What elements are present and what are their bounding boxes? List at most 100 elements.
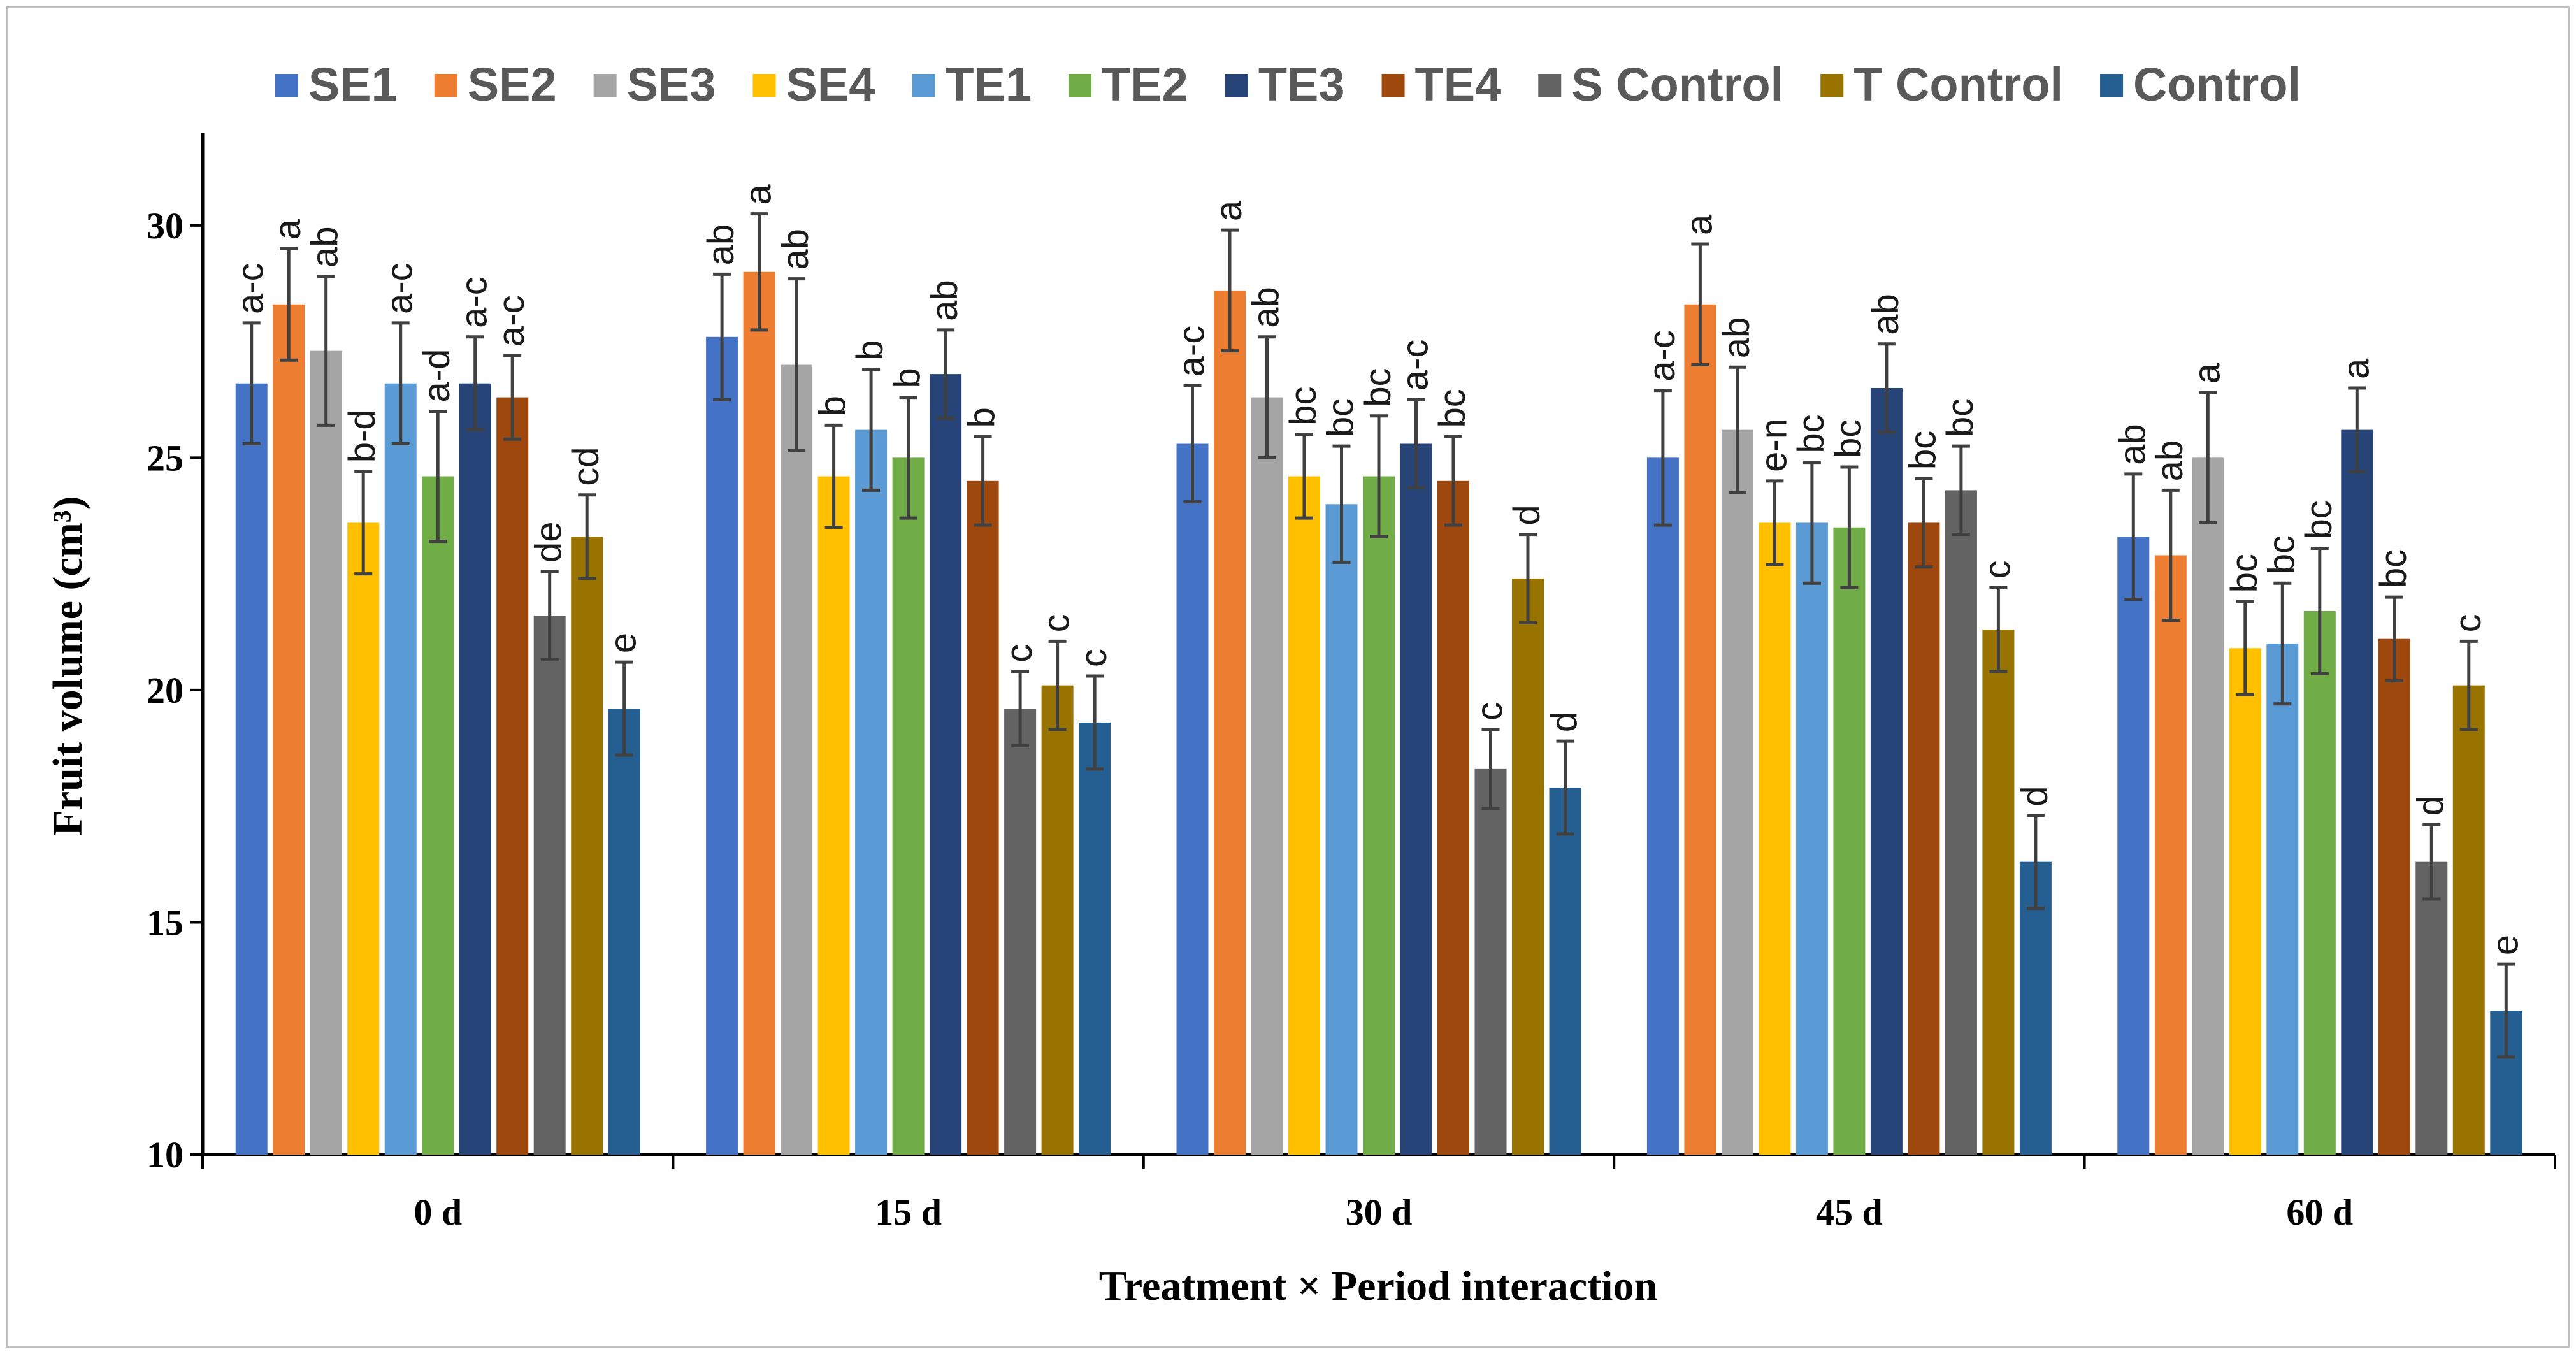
bar — [496, 397, 529, 1155]
bar — [2019, 861, 2052, 1155]
legend-label: Control — [2133, 58, 2301, 111]
significance-label: ab — [1865, 294, 1906, 335]
bar — [459, 383, 491, 1155]
bar — [855, 429, 888, 1155]
bar — [310, 350, 342, 1155]
legend-label: S Control — [1571, 58, 1783, 111]
legend-item: SE1 — [275, 58, 398, 111]
significance-label: ab — [2112, 424, 2153, 465]
bar — [2117, 537, 2150, 1155]
bar — [1945, 490, 1977, 1155]
significance-label: cd — [565, 447, 607, 486]
bar — [1795, 522, 1828, 1155]
significance-label: bc — [1827, 419, 1869, 458]
bar — [1079, 722, 1111, 1155]
legend-label: SE4 — [786, 58, 875, 111]
bar — [1759, 522, 1791, 1155]
bar — [273, 304, 305, 1155]
bar — [930, 374, 962, 1155]
legend-item: TE2 — [1069, 58, 1188, 111]
significance-label: a — [738, 184, 779, 205]
significance-label: ab — [775, 229, 816, 270]
legend-label: TE3 — [1258, 58, 1345, 111]
significance-label: a-d — [416, 349, 457, 403]
series-se1: a-c ab a-c a-c ab — [230, 224, 2153, 1155]
chart-frame — [6, 6, 2570, 1348]
legend-swatch — [275, 74, 298, 97]
legend-item: Control — [2100, 58, 2301, 111]
significance-label: ab — [924, 280, 965, 321]
y-tick-label: 30 — [147, 205, 183, 247]
bar — [1684, 304, 1716, 1155]
bar — [2154, 555, 2187, 1155]
significance-label: d — [1506, 505, 1548, 525]
significance-label: b — [849, 340, 891, 361]
bar — [1512, 578, 1544, 1155]
significance-label: d — [2410, 795, 2451, 816]
bar — [706, 336, 738, 1155]
bar — [1288, 476, 1320, 1155]
significance-label: b — [887, 368, 928, 388]
x-tick-label: 15 d — [875, 1192, 942, 1233]
bar — [2341, 429, 2373, 1155]
legend: SE1 SE2 SE3 SE4 TE1 TE2 TE3 TE4 S Control T Contr… — [275, 58, 2301, 111]
significance-label: ab — [700, 224, 742, 266]
significance-label: a — [2335, 358, 2377, 379]
y-tick-label: 25 — [147, 437, 183, 479]
y-tick-label: 20 — [147, 670, 183, 711]
significance-label: a-c — [230, 263, 271, 314]
y-tick-label: 15 — [147, 902, 183, 943]
bar — [2452, 685, 2485, 1155]
series-control: e c d d e — [603, 633, 2526, 1155]
bar — [1251, 397, 1283, 1155]
legend-swatch — [752, 74, 776, 97]
significance-label: a-c — [1395, 340, 1436, 391]
legend-label: SE3 — [627, 58, 716, 111]
bar — [235, 383, 268, 1155]
bar — [347, 522, 380, 1155]
significance-label: e — [603, 633, 644, 653]
significance-label: a — [1678, 214, 1720, 235]
bar — [743, 271, 775, 1155]
significance-label: ab — [2149, 440, 2191, 482]
legend-swatch — [434, 74, 457, 97]
significance-label: bc — [1357, 368, 1399, 407]
x-tick-label: 30 d — [1346, 1192, 1413, 1233]
bar — [2303, 610, 2336, 1155]
x-tick-label: 45 d — [1816, 1192, 1883, 1233]
bar — [1982, 630, 2015, 1155]
significance-label: b — [812, 396, 854, 416]
bar — [2415, 861, 2448, 1155]
bar — [1646, 457, 1679, 1155]
bar — [1549, 788, 1581, 1155]
significance-label: c — [1073, 649, 1114, 667]
significance-label: a-c — [454, 277, 495, 328]
significance-label: bc — [1902, 431, 1943, 470]
bar — [422, 476, 454, 1155]
bar — [1004, 709, 1037, 1155]
bar — [1041, 685, 1074, 1155]
significance-label: c — [2447, 614, 2489, 632]
bar — [533, 616, 566, 1155]
significance-label: ab — [1716, 317, 1757, 359]
bar — [1870, 388, 1903, 1155]
legend-swatch — [912, 74, 935, 97]
bar — [1908, 522, 1940, 1155]
bar — [1721, 429, 1753, 1155]
bar — [384, 383, 417, 1155]
significance-label: a — [2186, 363, 2227, 384]
legend-swatch — [1225, 74, 1248, 97]
bar — [1325, 504, 1358, 1155]
significance-label: bc — [2298, 500, 2340, 539]
legend-swatch — [1381, 74, 1405, 97]
bar — [1833, 527, 1866, 1155]
significance-label: e-n — [1753, 419, 1794, 472]
legend-item: TE4 — [1381, 58, 1501, 111]
